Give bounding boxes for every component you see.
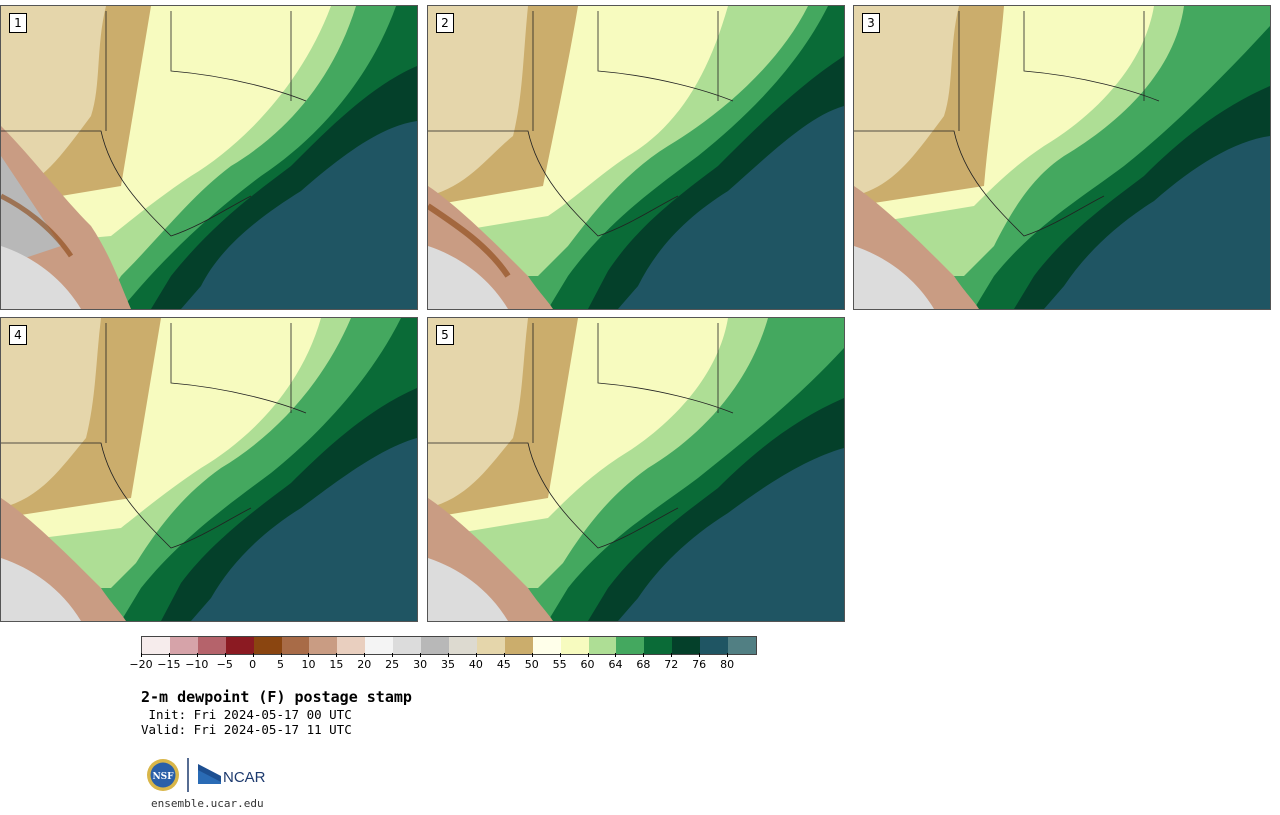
colorbar-swatch: [142, 637, 170, 654]
map-panel-1: 1: [0, 5, 418, 310]
tick-mark: [252, 653, 254, 657]
panel-label: 3: [862, 13, 880, 33]
tick-mark: [392, 653, 394, 657]
map-panel-4: 4: [0, 317, 418, 622]
tick-label: 55: [552, 658, 567, 671]
colorbar-swatch: [728, 637, 756, 654]
panel-label: 4: [9, 325, 27, 345]
chart-title: 2-m dewpoint (F) postage stamp: [141, 688, 412, 706]
tick-label: 68: [636, 658, 651, 671]
colorbar-swatch: [197, 637, 226, 654]
map-panel-5: 5: [427, 317, 845, 622]
source-url: ensemble.ucar.edu: [151, 797, 264, 810]
tick-mark: [475, 653, 477, 657]
map-panel-3: 3: [853, 5, 1271, 310]
colorbar-swatch: [448, 637, 477, 654]
nsf-logo-text: NSF: [152, 772, 174, 782]
tick-mark: [364, 653, 366, 657]
ncar-logo-text: NCAR: [223, 769, 266, 786]
tick-label: −15: [157, 658, 181, 671]
tick-label: 25: [385, 658, 400, 671]
tick-mark: [559, 653, 561, 657]
tick-mark: [196, 653, 198, 657]
colorbar-swatch: [169, 637, 198, 654]
colorbar-swatch: [644, 637, 673, 654]
map-panel-2: 2: [427, 5, 845, 310]
tick-label: 15: [329, 658, 344, 671]
colorbar-swatch: [365, 637, 394, 654]
panel-label: 2: [436, 13, 454, 33]
tick-mark: [168, 653, 170, 657]
tick-label: 60: [580, 658, 595, 671]
ncar-logo: NCAR: [198, 764, 266, 786]
colorbar: [141, 636, 757, 655]
tick-mark: [336, 653, 338, 657]
colorbar-swatch: [476, 637, 505, 654]
colorbar-ticks: −20 −15 −10 −5 0 5 10 15 20 25 30 35 40 45 50 55 60 64 68 7…: [129, 653, 755, 672]
colorbar-swatch: [504, 637, 533, 654]
tick-mark: [615, 653, 617, 657]
tick-mark: [727, 653, 729, 657]
tick-mark: [643, 653, 645, 657]
tick-mark: [280, 653, 282, 657]
tick-mark: [224, 653, 226, 657]
tick-label: −10: [185, 658, 209, 671]
dewpoint-map-5: [428, 318, 844, 621]
panel-label: 1: [9, 13, 27, 33]
colorbar-swatch: [588, 637, 617, 654]
tick-label: 72: [664, 658, 679, 671]
tick-label: 35: [441, 658, 455, 671]
tick-mark: [503, 653, 505, 657]
tick-label: 64: [608, 658, 623, 671]
panel-label: 5: [436, 325, 454, 345]
tick-label: −20: [129, 658, 153, 671]
tick-label: 45: [496, 658, 511, 671]
tick-label: 30: [413, 658, 428, 671]
colorbar-swatch: [421, 637, 449, 654]
tick-mark: [531, 653, 533, 657]
tick-mark: [308, 653, 310, 657]
dewpoint-map-3: [854, 6, 1270, 309]
colorbar-swatch: [225, 637, 254, 654]
tick-mark: [448, 653, 449, 657]
tick-mark: [699, 653, 701, 657]
colorbar-swatch: [309, 637, 338, 654]
colorbar-swatch: [700, 637, 729, 654]
colorbar-swatch: [281, 637, 310, 654]
tick-label: 76: [692, 658, 707, 671]
tick-label: 40: [468, 658, 483, 671]
valid-time: Valid: Fri 2024-05-17 11 UTC: [141, 722, 352, 737]
tick-label: 5: [277, 658, 285, 671]
tick-label: 80: [720, 658, 735, 671]
dewpoint-map-1: [1, 6, 417, 309]
dewpoint-map-4: [1, 318, 417, 621]
tick-mark: [671, 653, 673, 657]
tick-label: 20: [357, 658, 372, 671]
tick-mark: [141, 653, 142, 657]
colorbar-swatch: [253, 637, 282, 654]
nsf-logo: NSF: [147, 759, 179, 791]
colorbar-swatch: [532, 637, 561, 654]
init-time: Init: Fri 2024-05-17 00 UTC: [141, 707, 352, 722]
logos: NSF NCAR: [147, 758, 266, 792]
tick-label: −5: [216, 658, 233, 671]
tick-label: 50: [524, 658, 539, 671]
tick-label: 10: [301, 658, 316, 671]
colorbar-swatch: [393, 637, 422, 654]
colorbar-swatch: [560, 637, 589, 654]
colorbar-swatch: [337, 637, 366, 654]
colorbar-swatch: [672, 637, 701, 654]
dewpoint-map-2: [428, 6, 844, 309]
tick-mark: [420, 653, 422, 657]
tick-label: 0: [249, 658, 257, 671]
tick-mark: [587, 653, 589, 657]
colorbar-swatch: [616, 637, 645, 654]
